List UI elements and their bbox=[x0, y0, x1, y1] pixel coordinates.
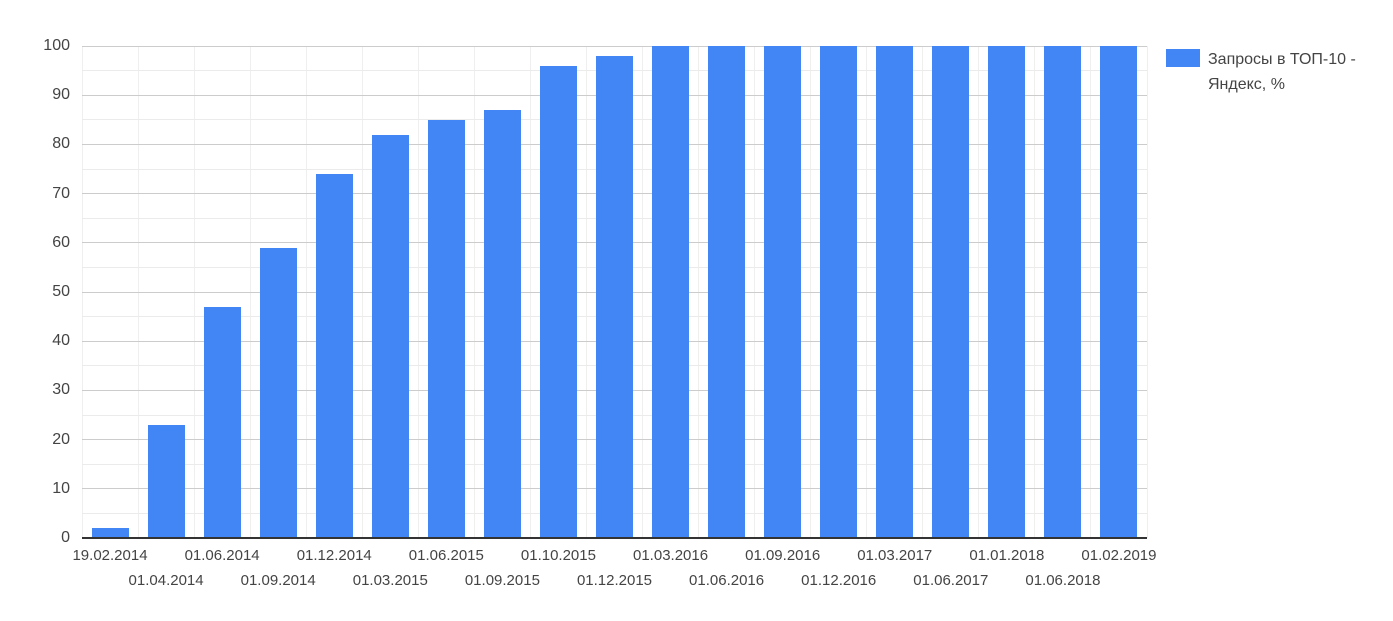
y-tick-label: 80 bbox=[52, 135, 70, 153]
x-tick-label: 01.06.2014 bbox=[184, 547, 260, 564]
x-tick-label: 01.02.2019 bbox=[1081, 547, 1157, 564]
bar-01.06.2018[interactable] bbox=[1044, 46, 1082, 538]
x-tick-label: 01.09.2015 bbox=[464, 572, 540, 589]
plot-area bbox=[81, 45, 1148, 539]
bar-01.04.2014[interactable] bbox=[147, 424, 185, 538]
y-tick-label: 70 bbox=[52, 184, 70, 202]
bar-19.02.2014[interactable] bbox=[91, 528, 129, 538]
gridline-y-100 bbox=[82, 45, 1147, 47]
x-tick-label: 01.12.2015 bbox=[576, 572, 653, 589]
x-tick-label: 01.04.2014 bbox=[128, 572, 204, 589]
y-tick-label: 100 bbox=[43, 37, 70, 54]
x-tick-label: 01.06.2016 bbox=[689, 572, 765, 589]
x-tick-label: 01.03.2016 bbox=[633, 547, 709, 564]
x-tick-label: 01.12.2016 bbox=[801, 572, 877, 589]
bar-01.09.2016[interactable] bbox=[764, 46, 802, 538]
x-tick-label: 01.12.2014 bbox=[296, 547, 372, 564]
bar-01.12.2016[interactable] bbox=[820, 46, 858, 538]
legend-label: Запросы в ТОП-10 - Яндекс, % bbox=[1208, 51, 1356, 93]
bar-01.12.2015[interactable] bbox=[596, 55, 633, 538]
bar-01.03.2016[interactable] bbox=[652, 46, 690, 538]
bar-01.09.2015[interactable] bbox=[483, 109, 521, 538]
legend-item[interactable]: Запросы в ТОП-10 - Яндекс, % bbox=[1166, 47, 1380, 97]
bar-01.02.2019[interactable] bbox=[1100, 46, 1138, 538]
x-tick-label: 01.09.2014 bbox=[240, 572, 316, 589]
bar-01.03.2017[interactable] bbox=[876, 46, 914, 538]
bar-01.03.2015[interactable] bbox=[371, 134, 409, 538]
y-tick-label: 0 bbox=[61, 529, 70, 546]
x-tick-label: 01.03.2015 bbox=[352, 572, 428, 589]
gridline-vertical bbox=[1146, 46, 1148, 538]
bar-01.06.2017[interactable] bbox=[932, 46, 970, 538]
y-tick-label: 20 bbox=[52, 430, 70, 448]
x-tick-label: 01.06.2015 bbox=[408, 547, 484, 564]
x-tick-label: 01.03.2017 bbox=[857, 547, 933, 564]
x-tick-label: 01.01.2018 bbox=[969, 547, 1045, 564]
bar-01.12.2014[interactable] bbox=[315, 173, 353, 538]
y-tick-label: 60 bbox=[52, 233, 70, 251]
bar-01.01.2018[interactable] bbox=[988, 46, 1026, 538]
y-tick-label: 90 bbox=[52, 86, 70, 104]
y-tick-label: 10 bbox=[52, 479, 70, 497]
y-tick-label: 40 bbox=[52, 332, 70, 350]
bar-01.06.2015[interactable] bbox=[427, 119, 465, 538]
x-tick-label: 01.06.2018 bbox=[1025, 572, 1101, 589]
bar-01.06.2014[interactable] bbox=[203, 306, 241, 538]
x-axis-line bbox=[82, 537, 1147, 539]
legend-swatch-icon bbox=[1166, 49, 1200, 67]
y-tick-label: 30 bbox=[52, 381, 70, 399]
bar-01.06.2016[interactable] bbox=[708, 46, 746, 538]
bar-01.09.2014[interactable] bbox=[259, 247, 297, 538]
bar-01.10.2015[interactable] bbox=[539, 65, 577, 538]
x-tick-label: 01.06.2017 bbox=[913, 572, 989, 589]
x-tick-label: 01.10.2015 bbox=[520, 547, 596, 564]
y-tick-label: 50 bbox=[52, 283, 70, 300]
x-tick-label: 01.09.2016 bbox=[745, 547, 821, 564]
x-tick-label: 19.02.2014 bbox=[72, 547, 148, 564]
